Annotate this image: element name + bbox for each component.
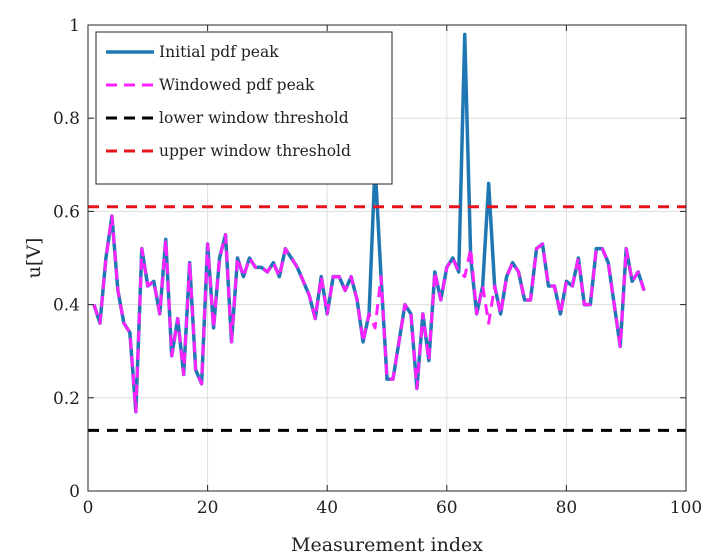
x-axis-label: Measurement index [291, 534, 483, 556]
legend-box [95, 31, 393, 185]
x-tick-label: 60 [436, 498, 458, 518]
ticks: 0 20 40 60 80 100 0 0.2 0.4 0.6 0.8 1 [53, 16, 702, 518]
y-tick-label: 0.8 [53, 109, 80, 129]
x-tick-label: 80 [556, 498, 578, 518]
x-tick-label: 0 [83, 498, 94, 518]
y-axis-label: u[V] [23, 238, 45, 279]
y-tick-label: 0 [69, 482, 80, 502]
legend-label: Initial pdf peak [159, 43, 279, 61]
series-layer [88, 32, 686, 432]
y-tick-label: 0.2 [53, 389, 80, 409]
y-tick-label: 1 [69, 16, 80, 36]
legend-label: Windowed pdf peak [159, 76, 315, 94]
y-tick-label: 0.4 [53, 296, 80, 316]
series-windowed-pdf-peak [92, 214, 646, 414]
y-tick-label: 0.6 [53, 202, 80, 222]
x-tick-label: 40 [316, 498, 338, 518]
x-tick-label: 20 [197, 498, 219, 518]
plot-frame [87, 24, 687, 492]
legend-label: upper window threshold [159, 142, 351, 160]
legend-label: lower window threshold [159, 109, 349, 127]
legend: Initial pdf peak Windowed pdf peak lower w… [95, 31, 393, 185]
x-tick-label: 100 [670, 498, 702, 518]
